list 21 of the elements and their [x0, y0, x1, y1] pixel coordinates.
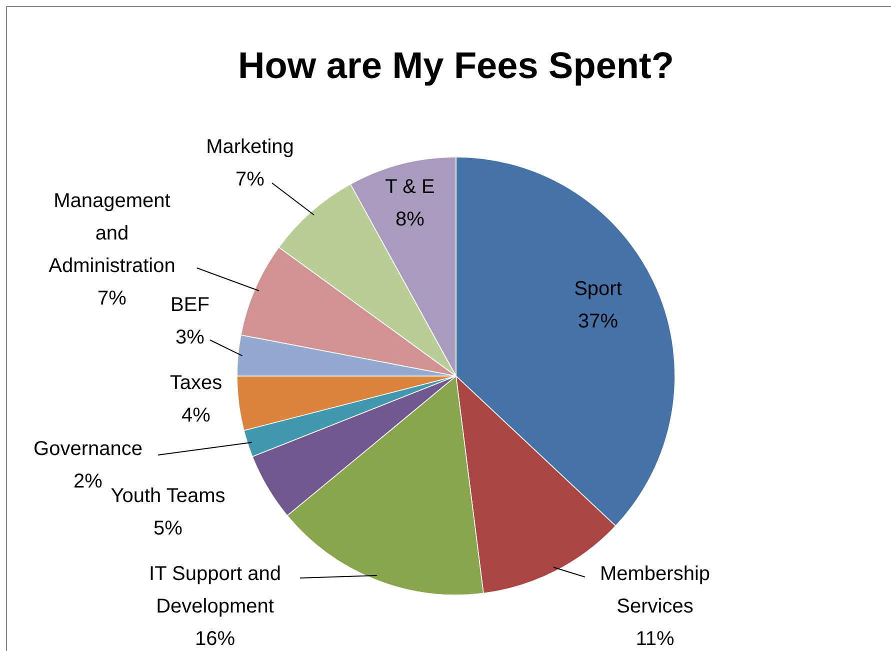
data-label: 8%	[396, 208, 425, 230]
data-label: 2%	[74, 470, 103, 492]
slice-label: BEF	[170, 294, 210, 316]
data-label: 16%	[194, 628, 236, 650]
slice-label: Management and Administration	[48, 190, 176, 277]
data-label: 3%	[176, 326, 205, 348]
slice-label: Marketing	[206, 136, 294, 158]
data-label: 5%	[154, 518, 183, 540]
slice-label: T & E	[385, 176, 435, 198]
slice-label: Taxes	[170, 372, 222, 394]
slice-label: IT Support and Development	[149, 563, 281, 618]
chart-title: How are My Fees Spent?	[238, 45, 674, 86]
data-label: 37%	[578, 310, 618, 332]
data-label: 7%	[236, 168, 265, 190]
slice-label: Governance	[34, 438, 142, 460]
data-label: 7%	[98, 288, 127, 310]
data-label: 4%	[182, 404, 211, 426]
slice-label: Sport	[574, 278, 622, 300]
slice-label: Membership Services	[600, 563, 710, 618]
slice-label: Youth Teams	[110, 485, 226, 507]
data-label: 11%	[636, 628, 674, 650]
